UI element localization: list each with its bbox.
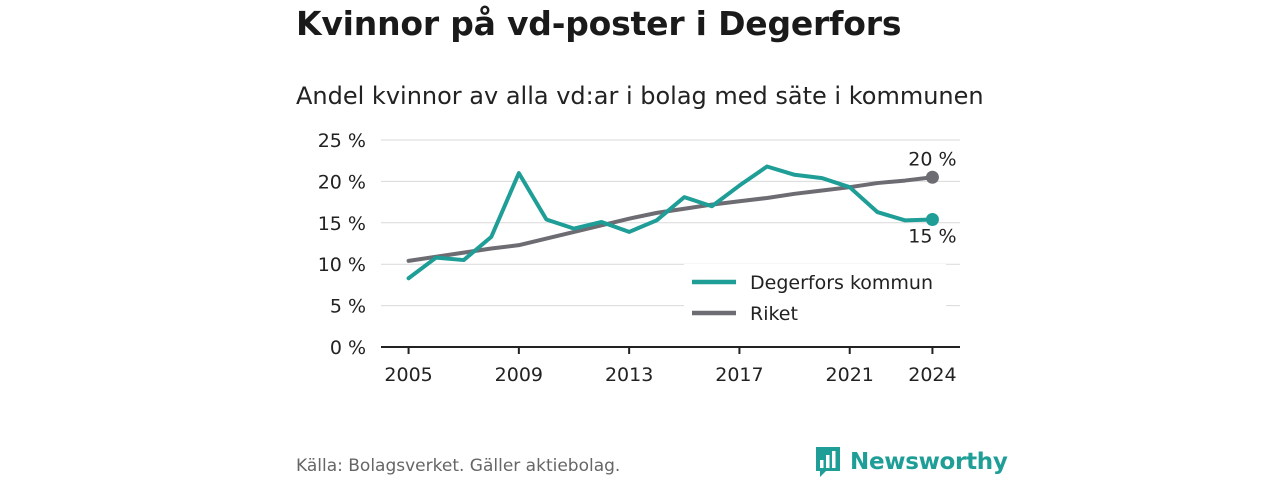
y-tick-label: 15 % bbox=[318, 213, 366, 235]
end-label-riket: 20 % bbox=[908, 148, 956, 170]
y-tick-label: 25 % bbox=[318, 130, 366, 152]
source-note: Källa: Bolagsverket. Gäller aktiebolag. bbox=[296, 456, 621, 476]
y-tick-label: 10 % bbox=[318, 254, 366, 276]
brand-logo: Newsworthy bbox=[814, 446, 1008, 478]
x-tick-label: 2005 bbox=[384, 364, 432, 386]
bar-chart-speech-bubble-icon bbox=[816, 447, 840, 477]
legend: Degerfors kommun Riket bbox=[684, 264, 946, 332]
x-tick-label: 2024 bbox=[908, 364, 956, 386]
y-axis-tick-labels: 0 % 5 % 10 % 15 % 20 % 25 % bbox=[318, 130, 366, 359]
legend-background bbox=[684, 264, 946, 332]
series-end-marker-degerfors-kommun bbox=[925, 212, 939, 226]
x-tick-label: 2021 bbox=[826, 364, 874, 386]
brand-name: Newsworthy bbox=[850, 449, 1008, 475]
y-tick-label: 20 % bbox=[318, 171, 366, 193]
x-tick-label: 2013 bbox=[605, 364, 653, 386]
end-labels: 20 % 15 % bbox=[908, 148, 956, 247]
x-tick-label: 2017 bbox=[715, 364, 763, 386]
x-axis: 2005 2009 2013 2017 2021 2024 bbox=[381, 346, 960, 386]
end-label-degerfors-kommun: 15 % bbox=[908, 225, 956, 247]
y-tick-label: 0 % bbox=[330, 337, 366, 359]
x-tick-label: 2009 bbox=[495, 364, 543, 386]
chart-subtitle: Andel kvinnor av alla vd:ar i bolag med … bbox=[296, 82, 984, 110]
series-end-marker-riket bbox=[925, 170, 939, 184]
legend-label-degerfors-kommun: Degerfors kommun bbox=[750, 272, 933, 294]
series-line-degerfors-kommun bbox=[406, 164, 935, 281]
legend-label-riket: Riket bbox=[750, 303, 798, 325]
y-tick-label: 5 % bbox=[330, 296, 366, 318]
series-lines bbox=[406, 164, 939, 281]
chart-title: Kvinnor på vd-poster i Degerfors bbox=[296, 4, 902, 43]
